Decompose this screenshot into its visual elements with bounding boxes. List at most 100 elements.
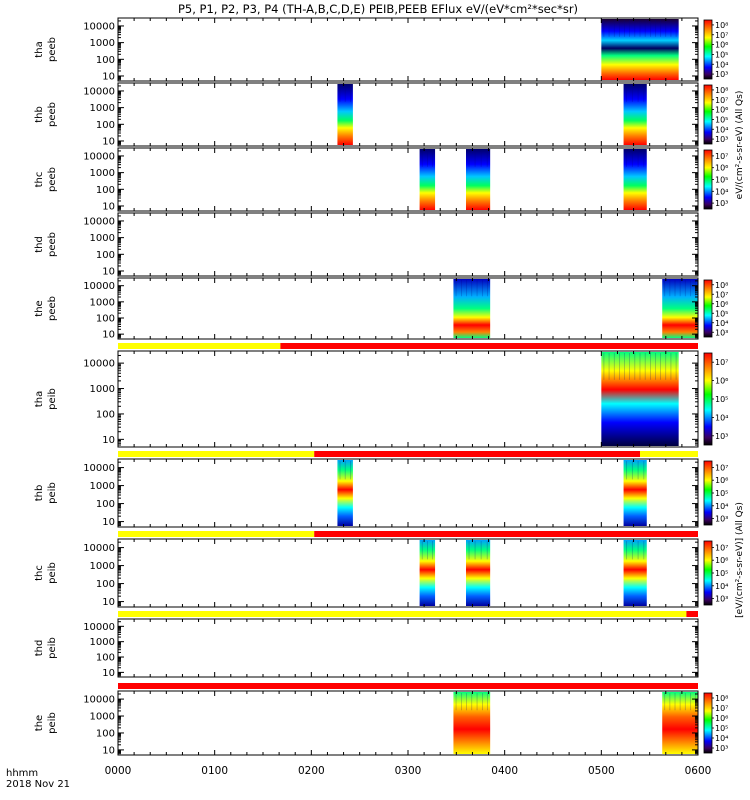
panel-product-label: peib (47, 388, 58, 410)
quality-bar-red (314, 451, 640, 457)
colorbar-tick-label: 10⁸ (715, 86, 728, 95)
panel-frame (117, 458, 699, 528)
panel-tha-peeb: 10 100 1000 10000 tha peeb (34, 17, 699, 82)
y-tick-label: 100 (96, 55, 115, 66)
colorbar-tick-label: 10⁵ (715, 395, 728, 404)
colorbar-tick-label: 10³ (715, 328, 728, 337)
colorbar-tick-label: 10⁵ (715, 50, 728, 59)
colorbar-tick-label: 10⁶ (715, 556, 728, 565)
colorbar-tick-label: 10⁸ (715, 694, 728, 703)
panel-frame (117, 618, 699, 678)
panel-probe-label: thd (34, 236, 45, 253)
y-tick-label: 1000 (90, 481, 115, 492)
panel-probe-label: the (34, 715, 45, 731)
y-tick-label: 1000 (90, 233, 115, 244)
colorbar-tick-label: 10⁸ (715, 21, 728, 30)
y-tick-label: 10000 (83, 622, 115, 633)
colorbar-tick-label: 10⁸ (715, 281, 728, 290)
colorbar-tick-label: 10⁴ (715, 319, 728, 328)
panel-probe-label: thc (34, 172, 45, 188)
panel-frame (117, 212, 699, 277)
colorbar-tick-label: 10³ (715, 744, 728, 753)
colorbar-gradient (703, 352, 713, 446)
colorbar-tick-label: 10⁵ (715, 115, 728, 124)
y-tick-label: 10 (102, 136, 115, 147)
y-tick-label: 10 (102, 330, 115, 341)
data-block-2 (623, 460, 647, 526)
x-axis-label-hhmm: hhmm (6, 768, 38, 779)
colorbar-tick-label: 10⁵ (715, 569, 728, 578)
data-block-3 (623, 149, 647, 210)
colorbar-tick-label: 10⁵ (715, 309, 728, 318)
colorbar-gradient (703, 149, 713, 210)
colorbar-tick-label: 10⁴ (715, 582, 728, 591)
panel-the-peeb: 10 100 1000 10000 the peeb (34, 277, 699, 341)
panel-product-label: peib (47, 712, 58, 734)
data-block-1 (337, 460, 353, 526)
colorbar-tick-label: 10⁷ (715, 152, 728, 161)
colorbar-tick-label: 10⁵ (715, 489, 728, 498)
x-tick-label: 0400 (491, 765, 518, 777)
quality-bar-yellow (640, 451, 698, 457)
data-block-2 (662, 279, 698, 338)
quality-bar-yellow (118, 451, 315, 457)
x-tick-label: 0200 (298, 765, 325, 777)
data-block-1 (419, 149, 436, 210)
electron-colorbar-label: eV/(cm²-s-sr-eV) (All Qs) (735, 91, 745, 200)
data-block-1 (419, 540, 436, 606)
data-block-3 (623, 540, 647, 606)
colorbar-tick-label: 10⁷ (715, 290, 728, 299)
colorbar-tick-label: 10⁴ (715, 502, 728, 511)
colorbar-tick-label: 10⁴ (715, 60, 728, 69)
quality-bar-red (314, 531, 698, 537)
plot-title: P5, P1, P2, P3, P4 (TH-A,B,C,D,E) PEIB,P… (178, 2, 578, 16)
data-block-2 (623, 84, 647, 145)
colorbar-tick-label: 10⁷ (715, 463, 728, 472)
colorbar-gradient (703, 460, 713, 526)
panel-tha-peib: 10 100 1000 10000 tha peib (34, 350, 699, 448)
quality-bar-red (686, 611, 698, 617)
y-tick-label: 100 (96, 499, 115, 510)
quality-bar-yellow (118, 531, 315, 537)
x-tick-label: 0000 (105, 765, 132, 777)
panel-the-peib: 10 100 1000 10000 the peib (34, 690, 699, 756)
panel-frame (117, 277, 699, 340)
colorbar-gradient (703, 19, 713, 80)
colorbar-tick-label: 10⁶ (715, 476, 728, 485)
y-tick-label: 100 (96, 409, 115, 420)
panel-probe-label: tha (34, 391, 45, 407)
colorbar-thc-peib: 10³ 10⁴ 10⁵ 10⁶ 10⁷ (703, 540, 728, 606)
y-tick-label: 1000 (90, 38, 115, 49)
y-tick-label: 10000 (83, 463, 115, 474)
panel-product-label: peib (47, 562, 58, 584)
colorbar-tick-label: 10⁷ (715, 543, 728, 552)
panel-product-label: peeb (47, 167, 58, 192)
colorbar-tick-label: 10³ (715, 70, 728, 79)
colorbar-tick-label: 10⁷ (715, 31, 728, 40)
colorbar-thc-peeb: 10³ 10⁴ 10⁵ 10⁶ 10⁷ (703, 149, 728, 210)
colorbar-tick-label: 10³ (715, 135, 728, 144)
x-tick-label: 0100 (201, 765, 228, 777)
colorbar-tick-label: 10⁴ (715, 125, 728, 134)
panel-product-label: peeb (47, 232, 58, 257)
quality-bar-yellow (118, 611, 687, 617)
x-axis-label-date: 2018 Nov 21 (6, 779, 70, 790)
quality-bar-red (118, 683, 698, 689)
x-tick-label: 0600 (685, 765, 712, 777)
panel-thc-peib: 10 100 1000 10000 thc peib (34, 538, 699, 608)
panel-frame (117, 82, 699, 147)
y-tick-label: 10 (102, 668, 115, 679)
panel-thb-peeb: 10 100 1000 10000 thb peeb (34, 82, 699, 147)
y-tick-label: 10 (102, 71, 115, 82)
colorbar-tick-label: 10⁴ (715, 413, 728, 422)
panel-thd-peeb: 10 100 1000 10000 thd peeb (34, 212, 699, 277)
y-tick-label: 100 (96, 313, 115, 324)
panel-thd-peib: 10 100 1000 10000 thd peib (34, 618, 699, 679)
y-tick-label: 100 (96, 653, 115, 664)
panel-probe-label: thd (34, 640, 45, 657)
y-tick-label: 1000 (90, 384, 115, 395)
panel-probe-label: tha (34, 41, 45, 57)
data-block-1 (453, 279, 491, 338)
